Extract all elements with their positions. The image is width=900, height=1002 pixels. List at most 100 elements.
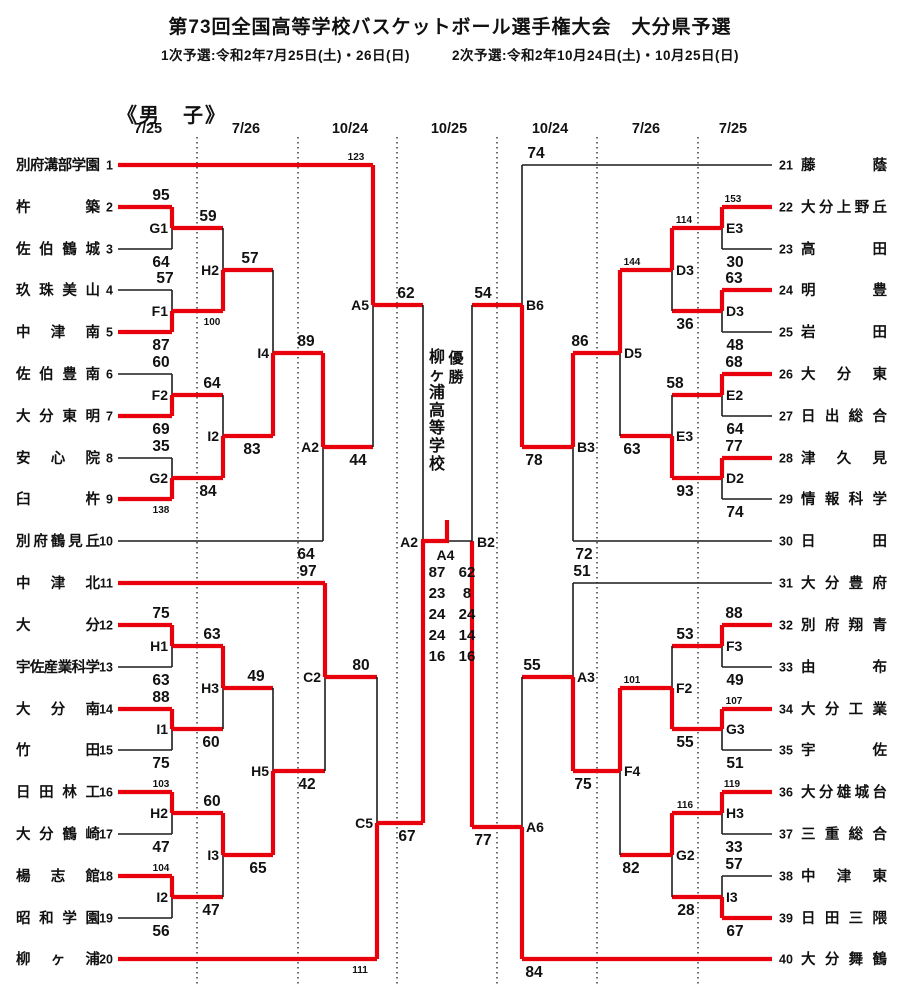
- team-score: 33: [725, 839, 743, 856]
- column-date: 10/24: [332, 121, 368, 137]
- team-name: 大分南: [16, 700, 100, 718]
- match-label: H2: [150, 805, 168, 821]
- team-name: 柳ヶ浦: [16, 950, 101, 968]
- team-name: 中津南: [16, 323, 100, 341]
- match-score: 54: [474, 285, 492, 302]
- team-score: 77: [725, 438, 742, 455]
- team-name: 佐伯豊南: [15, 365, 100, 383]
- match-label: G2: [149, 470, 168, 486]
- match-score: 144: [624, 257, 641, 268]
- team-seed: 4: [106, 284, 113, 298]
- team-seed: 2: [106, 201, 113, 215]
- champion-label-char: 優: [447, 349, 464, 367]
- match-label: H2: [201, 262, 219, 278]
- team-name: 別府溝部学園: [15, 156, 100, 174]
- team-seed: 33: [779, 661, 793, 675]
- team-name: 日出総合: [801, 407, 888, 425]
- final-score-left: 16: [429, 648, 446, 665]
- match-label: F1: [152, 303, 169, 319]
- champion-name-char: 校: [429, 454, 446, 473]
- team-seed: 10: [99, 535, 113, 549]
- team-name: 高田: [801, 240, 887, 258]
- match-score: 89: [297, 333, 315, 350]
- team-seed: 15: [99, 744, 113, 758]
- team-score: 97: [299, 563, 316, 580]
- match-label: A5: [351, 297, 369, 313]
- match-score: 49: [247, 668, 265, 685]
- match-label: I4: [257, 345, 269, 361]
- match-score: 36: [676, 316, 694, 333]
- team-score: 30: [726, 254, 743, 271]
- match-score: 58: [666, 375, 684, 392]
- team-name: 大分豊府: [801, 574, 888, 592]
- team-seed: 28: [779, 452, 793, 466]
- team-score: 35: [152, 438, 170, 455]
- match-label: D2: [726, 470, 744, 486]
- team-name: 別府鶴見丘: [15, 532, 101, 550]
- team-score: 119: [724, 779, 741, 790]
- team-score: 48: [726, 337, 744, 354]
- champion-name-char: 柳: [429, 347, 445, 366]
- team-score: 57: [156, 270, 173, 287]
- match-label: F2: [152, 387, 169, 403]
- column-date: 7/25: [134, 121, 162, 137]
- final-score-left: 87: [429, 564, 446, 581]
- team-score: 107: [726, 696, 743, 707]
- team-name: 宇佐産業科学: [16, 658, 100, 676]
- match-label: F3: [726, 638, 743, 654]
- team-name: 三重総合: [801, 825, 888, 843]
- team-score: 69: [152, 421, 170, 438]
- team-score: 64: [297, 546, 315, 563]
- match-label: I2: [207, 428, 219, 444]
- team-name: 竹田: [15, 741, 100, 759]
- team-seed: 30: [779, 535, 793, 549]
- team-name: 由布: [801, 658, 887, 676]
- team-seed: 39: [779, 912, 793, 926]
- column-date: 10/24: [532, 121, 568, 137]
- match-label: A2: [301, 439, 319, 455]
- column-date: 10/25: [431, 121, 467, 137]
- column-date: 7/26: [232, 121, 260, 137]
- team-name: 佐伯鶴城: [15, 240, 101, 258]
- team-score: 57: [725, 856, 742, 873]
- team-name: 安心院: [16, 449, 101, 467]
- team-name: 大分上野丘: [801, 198, 888, 216]
- team-score: 72: [575, 546, 592, 563]
- team-name: 岩田: [800, 323, 887, 341]
- match-score: 60: [203, 793, 220, 810]
- team-seed: 18: [99, 870, 113, 884]
- team-score: 74: [527, 145, 545, 162]
- match-label: E2: [726, 387, 743, 403]
- team-score: 75: [152, 605, 170, 622]
- team-name: 大分東: [801, 365, 888, 383]
- team-name: 玖珠美山: [16, 281, 100, 299]
- champion-name-char: 高: [429, 400, 445, 419]
- team-seed: 12: [99, 619, 113, 633]
- champion-name-char: 浦: [429, 383, 445, 402]
- team-name: 日田: [801, 533, 887, 550]
- team-name: 大分雄城台: [801, 783, 887, 801]
- match-label: G3: [726, 721, 745, 737]
- match-score: 80: [352, 657, 369, 674]
- match-score: 78: [525, 452, 543, 469]
- match-label: G1: [149, 220, 168, 236]
- team-seed: 37: [779, 828, 793, 842]
- match-score: 65: [249, 860, 267, 877]
- team-name: 中津北: [16, 574, 101, 592]
- match-label: I2: [156, 889, 168, 905]
- team-score: 51: [573, 563, 591, 580]
- team-score: 95: [152, 187, 170, 204]
- team-name: 別府翔青: [800, 616, 887, 634]
- team-seed: 1: [106, 159, 113, 173]
- match-score: 82: [622, 860, 639, 877]
- team-seed: 8: [106, 452, 113, 466]
- team-seed: 22: [779, 201, 793, 215]
- team-score: 49: [726, 672, 744, 689]
- team-name: 臼杵: [16, 490, 101, 508]
- page-subtitle: 1次予選:令和2年7月25日(土)・26日(日) 2次予選:令和2年10月24日…: [160, 48, 740, 63]
- final-score-left: 24: [429, 627, 446, 644]
- team-score: 63: [152, 672, 170, 689]
- team-seed: 17: [99, 828, 113, 842]
- match-label: E3: [676, 428, 693, 444]
